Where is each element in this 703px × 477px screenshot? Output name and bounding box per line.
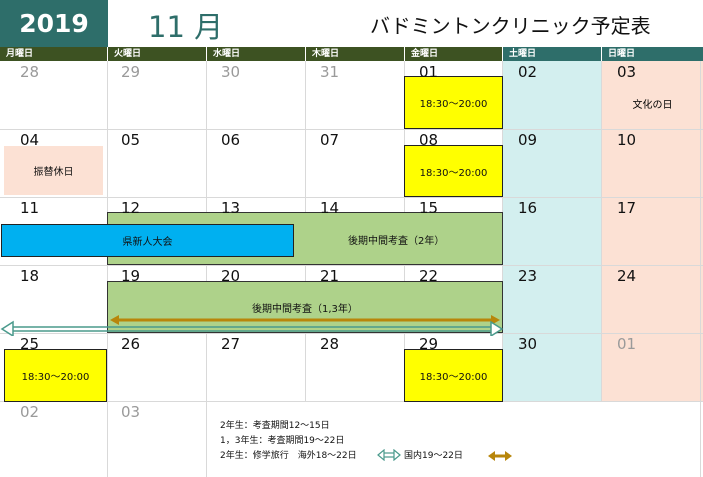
weekday-header-sun: 日曜日 — [602, 47, 703, 61]
day-number: 19 — [121, 267, 141, 285]
day-number: 28 — [320, 335, 340, 353]
weekday-header-thu: 木曜日 — [306, 47, 404, 61]
clinic-event[interactable]: 18:30～20:00 — [4, 349, 107, 402]
day-number: 02 — [20, 403, 40, 421]
day-number: 04 — [20, 131, 40, 149]
day-number: 05 — [121, 131, 141, 149]
overseas-legend-arrow-icon — [377, 449, 401, 461]
day-number: 06 — [221, 131, 241, 149]
trip-arrows — [0, 315, 504, 336]
holiday-label: 文化の日 — [632, 99, 673, 111]
weekday-header-sat: 土曜日 — [503, 47, 601, 61]
day-number: 15 — [419, 199, 439, 217]
page-title: バドミントンクリニック予定表 — [370, 14, 651, 38]
day-number: 14 — [320, 199, 340, 217]
grid-line — [107, 61, 108, 477]
day-number: 03 — [617, 63, 637, 81]
day-number: 12 — [121, 199, 141, 217]
day-number: 17 — [617, 199, 637, 217]
grid-line — [700, 61, 701, 477]
note-line: 2年生：修学旅行 海外18～22日 — [220, 451, 357, 461]
day-number: 30 — [518, 335, 538, 353]
day-number: 23 — [518, 267, 538, 285]
day-number: 16 — [518, 199, 538, 217]
day-number: 11 — [20, 199, 40, 217]
grid-line — [601, 61, 602, 402]
event-label: 後期中間考査（1,3年） — [252, 304, 358, 315]
month-label: 11 月 — [148, 10, 224, 44]
tournament-event[interactable]: 県新人大会 — [1, 224, 294, 257]
weekday-header-wed: 水曜日 — [207, 47, 305, 61]
day-number: 08 — [419, 131, 439, 149]
day-number: 22 — [419, 267, 439, 285]
grid-line — [206, 61, 207, 477]
event-label: 後期中間考査（2年） — [348, 236, 445, 247]
day-number: 27 — [221, 335, 241, 353]
day-number: 28 — [20, 63, 40, 81]
day-number: 07 — [320, 131, 340, 149]
day-number: 24 — [617, 267, 637, 285]
weekday-header-tue: 火曜日 — [108, 47, 206, 61]
day-number: 26 — [121, 335, 141, 353]
day-number: 20 — [221, 267, 241, 285]
domestic-legend-arrow-icon — [488, 451, 512, 461]
grid-line — [0, 129, 703, 130]
day-number: 03 — [121, 403, 141, 421]
day-number: 30 — [221, 63, 241, 81]
day-number: 13 — [221, 199, 241, 217]
day-number: 18 — [20, 267, 40, 285]
day-number: 29 — [419, 335, 439, 353]
day-number: 01 — [419, 63, 439, 81]
clinic-event[interactable]: 18:30～20:00 — [404, 349, 503, 402]
day-number: 09 — [518, 131, 538, 149]
clinic-event[interactable]: 18:30～20:00 — [404, 145, 503, 197]
day-number: 25 — [20, 335, 40, 353]
domestic-trip-arrow — [110, 315, 500, 325]
saturday-column — [503, 61, 602, 402]
note-line: 2年生：考査期間12～15日 — [220, 421, 330, 431]
grid-line — [0, 197, 703, 198]
day-number: 21 — [320, 267, 340, 285]
day-number: 01 — [617, 335, 637, 353]
day-number: 10 — [617, 131, 637, 149]
exam-period-event[interactable]: 後期中間考査（1,3年） — [107, 281, 503, 333]
weekday-header-mon: 月曜日 — [0, 47, 107, 61]
weekday-header-fri: 金曜日 — [405, 47, 502, 61]
day-number: 31 — [320, 63, 340, 81]
note-line: 1，3年生：考査期間19～22日 — [220, 436, 345, 446]
sunday-column — [602, 61, 703, 402]
day-number: 02 — [518, 63, 538, 81]
overseas-trip-arrow — [0, 320, 504, 336]
clinic-event[interactable]: 18:30～20:00 — [404, 76, 503, 129]
grid-line — [0, 265, 703, 266]
note-line: 国内19～22日 — [404, 451, 463, 461]
grid-line — [0, 401, 703, 402]
year-label: 2019 — [0, 0, 108, 47]
holiday-label: 振替休日 — [4, 146, 103, 195]
grid-line — [0, 333, 703, 334]
day-number: 29 — [121, 63, 141, 81]
